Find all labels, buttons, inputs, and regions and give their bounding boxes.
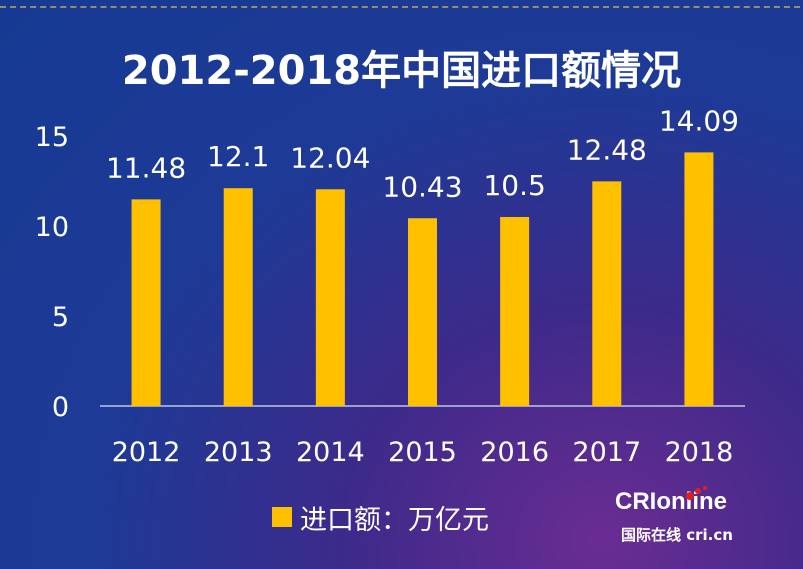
- data-label: 10.43: [382, 170, 462, 203]
- cri-online-logo: CRIonline 国际在线 cri.cn: [615, 486, 790, 548]
- x-tick-label: 2016: [480, 437, 549, 468]
- x-tick-label: 2012: [112, 437, 181, 468]
- y-axis-ticks: 0 5 10 15: [35, 122, 69, 423]
- data-label: 10.5: [483, 169, 545, 202]
- bar: [592, 181, 622, 406]
- data-label: 11.48: [106, 151, 186, 184]
- bar: [131, 199, 161, 406]
- x-tick-label: 2013: [204, 437, 273, 468]
- bar: [223, 188, 253, 406]
- top-dashed-border: [0, 6, 800, 8]
- bar: [684, 152, 714, 406]
- y-tick-label: 5: [52, 302, 69, 333]
- data-label: 12.04: [290, 141, 370, 174]
- y-tick-label: 15: [35, 122, 69, 153]
- x-tick-label: 2017: [572, 437, 641, 468]
- data-label: 12.48: [567, 133, 647, 166]
- y-tick-label: 0: [52, 392, 69, 423]
- data-labels: 11.48 12.1 12.04 10.43 10.5 12.48 14.09: [106, 104, 739, 203]
- bar: [315, 189, 345, 406]
- bar: [408, 218, 437, 406]
- data-label: 12.1: [207, 140, 269, 173]
- x-tick-label: 2015: [388, 437, 457, 468]
- legend-label: 进口额：万亿元: [300, 504, 489, 536]
- x-axis-ticks: 2012 2013 2014 2015 2016 2017 2018: [112, 437, 734, 468]
- logo-dots-icon: [686, 486, 707, 500]
- data-label: 14.09: [659, 104, 739, 137]
- y-tick-label: 10: [35, 212, 69, 243]
- bars: [131, 152, 714, 406]
- logo-sub-text: 国际在线 cri.cn: [621, 526, 733, 544]
- x-tick-label: 2014: [296, 437, 365, 468]
- legend: 进口额：万亿元: [272, 500, 489, 536]
- bar: [500, 217, 530, 406]
- logo-main-text: CRIonline: [615, 488, 727, 515]
- chart-title: 2012-2018年中国进口额情况: [121, 48, 682, 94]
- x-tick-label: 2018: [665, 437, 734, 468]
- legend-swatch: [272, 507, 292, 527]
